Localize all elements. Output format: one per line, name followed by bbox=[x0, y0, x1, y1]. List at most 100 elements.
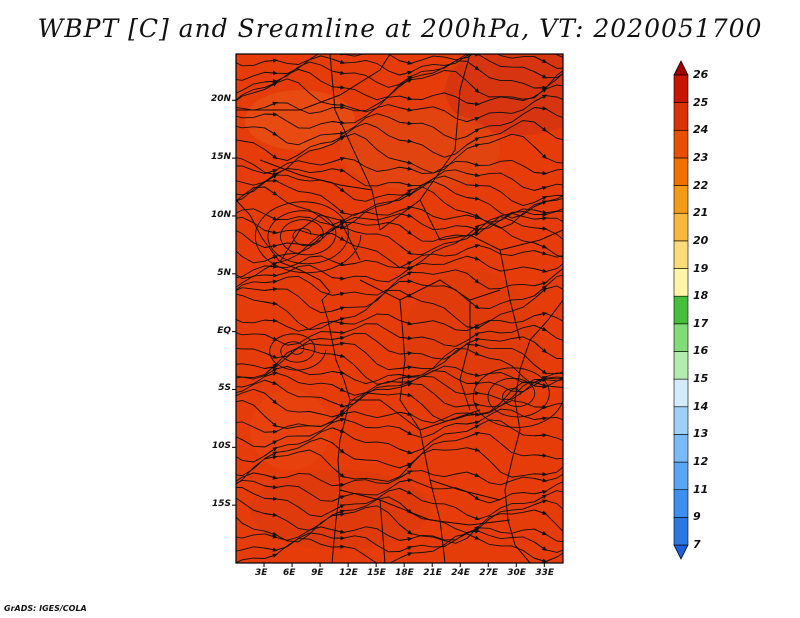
streamlines bbox=[236, 54, 563, 563]
border-line bbox=[379, 54, 471, 231]
streamline-arrow bbox=[332, 168, 346, 173]
colorbar-level-label: 24 bbox=[693, 123, 709, 137]
border-line bbox=[236, 54, 391, 111]
lon-tick-label: 15E bbox=[367, 568, 386, 578]
streamline-arrow bbox=[264, 279, 278, 284]
streamline-arrow bbox=[466, 60, 480, 71]
streamline-arrow bbox=[466, 471, 480, 478]
streamline-arrow bbox=[534, 171, 548, 176]
border-line bbox=[359, 279, 501, 301]
lat-tick-label: 5S bbox=[218, 383, 231, 394]
streamline-arrow bbox=[264, 533, 278, 539]
streamline-arrow bbox=[534, 311, 548, 317]
streamline-arrow bbox=[399, 463, 413, 478]
colorbar-box bbox=[673, 323, 689, 352]
streamline-arrow bbox=[264, 213, 278, 221]
colorbar-box bbox=[673, 157, 689, 186]
streamline-arrow bbox=[399, 107, 413, 112]
streamline-arrow bbox=[331, 233, 346, 241]
streamline-arrow bbox=[264, 301, 278, 306]
colorbar-box bbox=[673, 489, 689, 518]
lat-tick-label: 10S bbox=[211, 441, 231, 452]
streamline-arrow bbox=[466, 447, 481, 452]
colorbar-level-label: 11 bbox=[693, 482, 709, 496]
coastlines-borders bbox=[236, 54, 563, 563]
streamline-arrow bbox=[534, 364, 548, 375]
lat-tick-label: EQ bbox=[217, 325, 231, 336]
streamline-arrow bbox=[399, 95, 413, 101]
streamline-arrow bbox=[534, 94, 548, 102]
streamline-arrow bbox=[466, 143, 480, 150]
colorbar-box bbox=[673, 240, 689, 269]
streamline-arrow bbox=[332, 482, 346, 488]
streamline-arrow bbox=[399, 121, 413, 126]
streamline-arrow bbox=[534, 416, 548, 421]
chart-title: WBPT [C] and Sreamline at 200hPa, VT: 20… bbox=[37, 14, 763, 43]
colorbar-level-label: 14 bbox=[693, 399, 709, 413]
streamline-arrow bbox=[331, 417, 346, 424]
streamline-arrow bbox=[534, 489, 548, 495]
streamline-arrow bbox=[264, 547, 278, 552]
border-line bbox=[259, 159, 373, 191]
streamline-arrow bbox=[264, 79, 278, 84]
streamline-arrow bbox=[332, 291, 346, 297]
streamline-arrow bbox=[331, 427, 346, 433]
streamline-arrow bbox=[466, 338, 480, 345]
streamline-arrow bbox=[466, 101, 481, 107]
streamline-arrow bbox=[466, 255, 481, 261]
streamline-arrow bbox=[534, 381, 548, 387]
streamline-arrow bbox=[264, 429, 278, 434]
colorbar bbox=[673, 60, 689, 560]
streamline-arrow bbox=[399, 271, 413, 280]
streamline-arrow bbox=[466, 533, 480, 540]
lat-tick-label: 5N bbox=[217, 267, 231, 278]
streamline-arrow bbox=[466, 228, 480, 240]
lat-tick-label: 15N bbox=[210, 152, 231, 163]
border-line bbox=[429, 479, 446, 563]
streamline-arrow bbox=[264, 334, 278, 341]
streamline-arrow bbox=[399, 478, 413, 483]
streamline-arrow bbox=[332, 85, 346, 90]
streamline-arrow bbox=[534, 499, 548, 506]
streamline-arrow bbox=[534, 56, 548, 63]
streamline-arrow bbox=[399, 166, 413, 171]
streamline-arrow bbox=[466, 196, 481, 201]
colorbar-level-label: 18 bbox=[693, 289, 709, 303]
streamline-arrow bbox=[399, 546, 413, 552]
streamline-arrow bbox=[466, 324, 480, 332]
streamline-arrow bbox=[332, 225, 346, 230]
streamline-arrow bbox=[466, 424, 480, 432]
streamline-arrow bbox=[331, 203, 345, 215]
streamline-arrow bbox=[399, 160, 413, 165]
streamline-arrow bbox=[331, 156, 346, 163]
streamline-arrow bbox=[264, 264, 278, 269]
colorbar-box bbox=[673, 185, 689, 214]
streamline-arrow bbox=[331, 384, 346, 392]
streamline-arrow bbox=[399, 261, 413, 269]
streamline-arrow bbox=[534, 324, 548, 331]
lon-tick-label: 27E bbox=[479, 568, 498, 578]
streamline-arrow bbox=[264, 58, 278, 63]
streamline-arrow bbox=[534, 494, 548, 503]
streamline-arrow bbox=[331, 509, 346, 516]
streamline-arrow bbox=[264, 178, 278, 184]
streamline-arrow bbox=[331, 466, 345, 478]
streamline-arrow bbox=[534, 541, 548, 551]
grads-credit: GrADS: IGES/COLA bbox=[4, 604, 87, 613]
streamline-arrow bbox=[264, 379, 278, 385]
vortex-east-africa bbox=[472, 367, 563, 428]
streamline-arrow bbox=[332, 102, 346, 108]
lon-tick-label: 9E bbox=[311, 568, 324, 578]
streamline-arrow bbox=[534, 281, 548, 287]
streamline-arrow bbox=[332, 131, 346, 136]
streamline-arrow bbox=[264, 530, 278, 537]
streamline-arrow bbox=[534, 287, 548, 299]
streamline-arrow bbox=[399, 374, 413, 379]
streamline-arrow bbox=[399, 245, 413, 256]
streamline-arrow bbox=[264, 371, 278, 378]
streamline-arrow bbox=[466, 514, 480, 521]
streamline-arrow bbox=[264, 363, 278, 375]
streamline-arrow bbox=[534, 472, 548, 477]
streamline-arrow bbox=[331, 401, 346, 408]
